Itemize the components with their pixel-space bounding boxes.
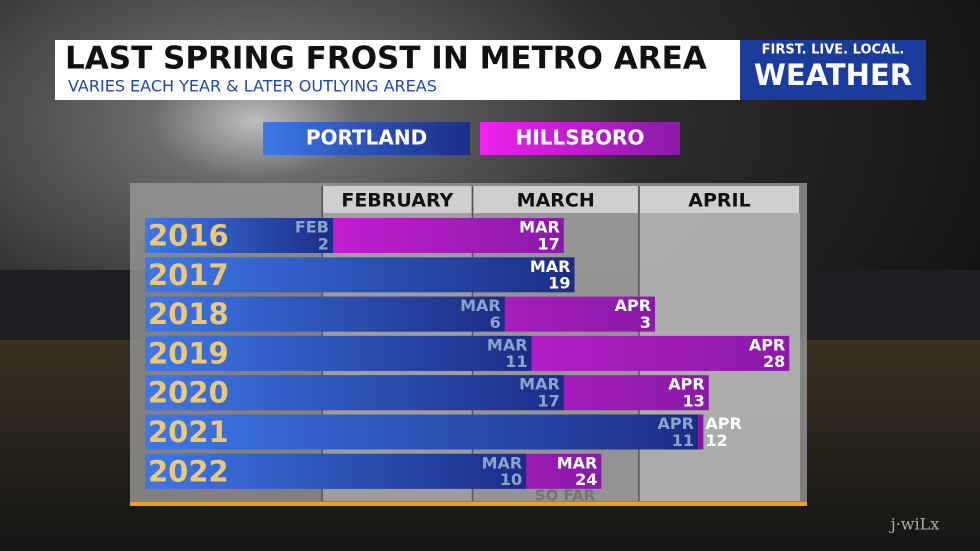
y-tick-label: 2020 bbox=[148, 376, 229, 410]
month-header bbox=[639, 186, 799, 213]
bar bbox=[145, 257, 575, 293]
value-label: APR 12 bbox=[705, 414, 741, 450]
y-tick-label: 2018 bbox=[148, 297, 229, 331]
value-label: FEB 2 bbox=[295, 217, 329, 253]
legend-label: HILLSBORO bbox=[516, 126, 645, 150]
value-label: MAR 6 bbox=[460, 296, 501, 332]
y-tick-label: 2022 bbox=[148, 454, 229, 488]
panel-rule bbox=[130, 502, 807, 506]
chart-subtitle: VARIES EACH YEAR & LATER OUTLYING AREAS bbox=[68, 77, 437, 96]
bar bbox=[145, 453, 527, 489]
logo bbox=[740, 40, 926, 100]
legend-swatch bbox=[480, 122, 680, 155]
value-label: MAR 19 bbox=[530, 256, 571, 292]
y-tick-label: 2016 bbox=[148, 219, 229, 253]
chart-title: LAST SPRING FROST IN METRO AREA bbox=[65, 41, 707, 77]
y-tick-label: 2017 bbox=[148, 258, 229, 292]
value-label: MAR 11 bbox=[487, 335, 528, 371]
value-label: APR 11 bbox=[658, 414, 694, 450]
value-label: MAR 17 bbox=[519, 374, 560, 410]
title-banner bbox=[55, 40, 743, 100]
legend-label: PORTLAND bbox=[306, 126, 427, 150]
x-tick-label: MARCH bbox=[517, 190, 595, 212]
value-label: APR 28 bbox=[749, 335, 785, 371]
y-tick-label: 2019 bbox=[148, 336, 229, 370]
brand-tagline: FIRST. LIVE. LOCAL. bbox=[762, 43, 905, 58]
y-tick-label: 2021 bbox=[148, 415, 229, 449]
x-tick-label: APRIL bbox=[688, 190, 750, 212]
value-label: MAR 10 bbox=[482, 453, 523, 489]
bar bbox=[145, 218, 333, 253]
brand-name: WEATHER bbox=[754, 58, 912, 92]
value-label: APR 3 bbox=[615, 296, 651, 332]
bar bbox=[145, 414, 698, 450]
bar bbox=[145, 296, 505, 332]
value-label: MAR 24 bbox=[557, 453, 598, 489]
value-label: APR 13 bbox=[668, 374, 704, 410]
month-header bbox=[473, 186, 638, 213]
legend-swatch bbox=[263, 122, 470, 155]
bar bbox=[145, 375, 564, 411]
credit: j·wiLx bbox=[889, 515, 940, 534]
value-label: MAR 17 bbox=[519, 217, 560, 253]
x-tick-label: FEBRUARY bbox=[341, 190, 453, 212]
bar bbox=[145, 335, 532, 371]
month-header bbox=[323, 186, 472, 213]
